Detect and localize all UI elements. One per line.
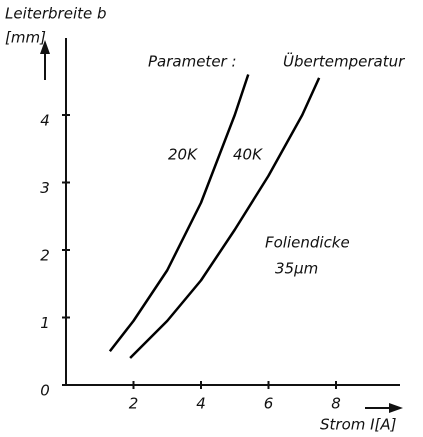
annotation: Parameter : <box>148 53 237 71</box>
x-tick-label: 6 <box>264 395 274 413</box>
series-label: 40K <box>233 146 263 164</box>
x-tick-label: 2 <box>129 395 139 413</box>
x-axis-label: Strom I[A] <box>320 416 397 434</box>
line <box>108 74 250 353</box>
y-tick-label: 4 <box>40 112 50 130</box>
y-tick-label: 3 <box>40 179 50 197</box>
y-axis-label: Leiterbreite b <box>5 5 107 23</box>
y-tick-label: 1 <box>40 314 50 332</box>
y-arrow-head <box>40 40 50 54</box>
series-label: 20K <box>168 146 198 164</box>
y-axis-unit: [mm] <box>5 29 46 47</box>
x-tick-label: 4 <box>196 395 206 413</box>
annotation: Übertemperatur <box>283 52 405 71</box>
y-tick-label: 0 <box>40 382 50 400</box>
y-tick-label: 2 <box>40 247 50 265</box>
x-arrow-head <box>389 403 403 413</box>
annotation: 35µm <box>275 260 318 278</box>
x-tick-label: 8 <box>331 395 341 413</box>
annotation: Foliendicke <box>265 234 350 252</box>
line <box>129 77 321 359</box>
